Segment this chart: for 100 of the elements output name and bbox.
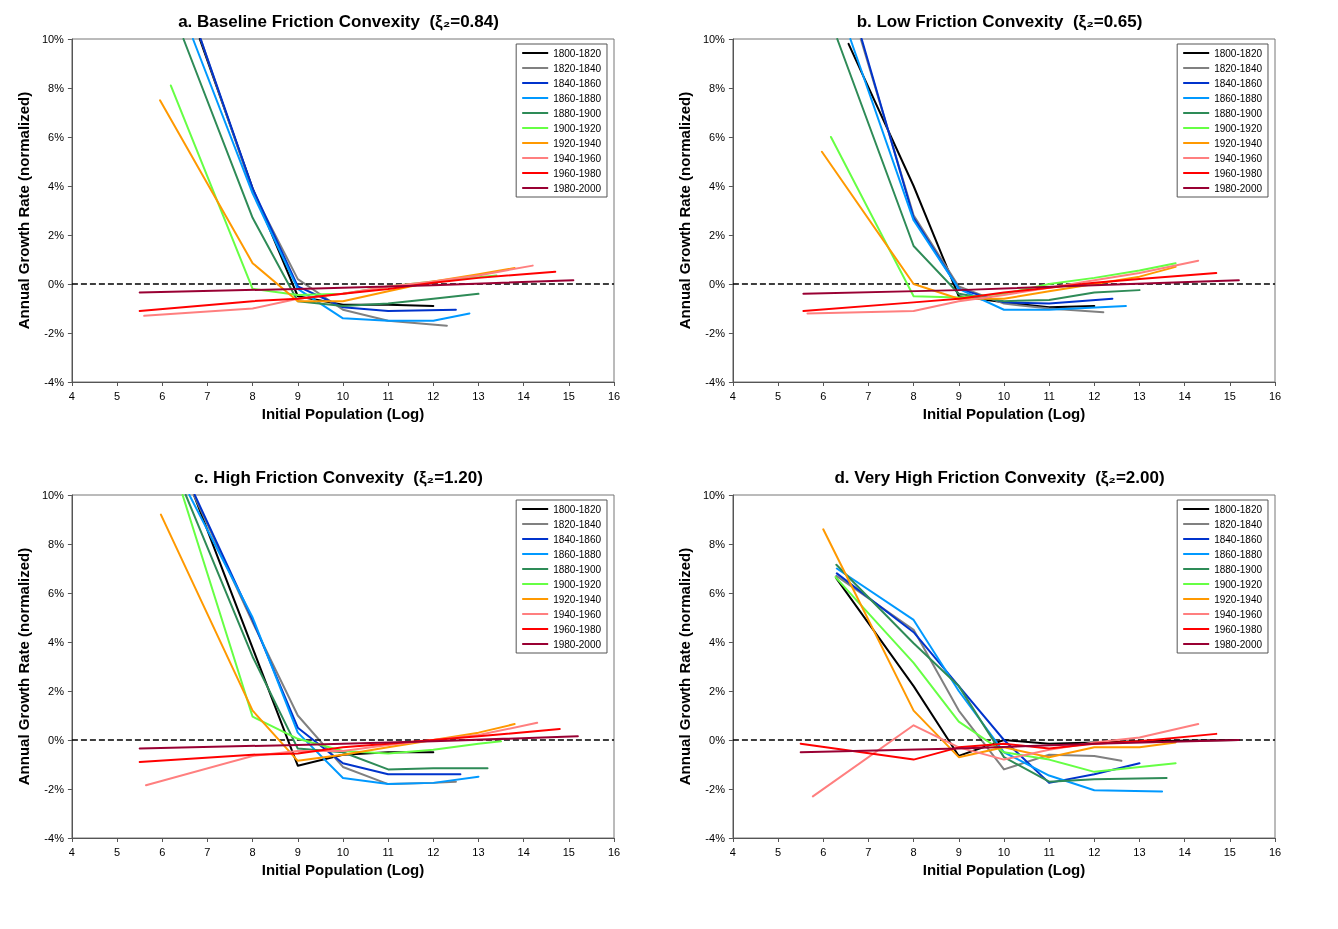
x-tick-label: 15 (562, 389, 575, 402)
x-tick-label: 14 (517, 845, 530, 858)
y-tick-label: -4% (705, 832, 726, 844)
y-tick-label: 0% (709, 278, 726, 290)
legend-label: 1820-1840 (553, 518, 602, 530)
y-axis-title: Annual Growth Rate (normalized) (15, 547, 32, 786)
x-tick-label: 9 (294, 845, 301, 858)
legend-label: 1800-1820 (553, 47, 602, 59)
y-axis-title: Annual Growth Rate (normalized) (15, 91, 32, 330)
y-tick-label: 4% (48, 636, 65, 648)
legend-label: 1980-2000 (1214, 638, 1263, 650)
y-tick-label: -2% (44, 783, 65, 795)
x-tick-label: 12 (427, 389, 440, 402)
y-tick-label: -2% (705, 327, 726, 339)
line-series (806, 259, 1200, 315)
x-axis-title: Initial Population (Log) (261, 404, 425, 422)
legend-label: 1920-1940 (553, 593, 602, 605)
x-tick-label: 13 (472, 389, 485, 402)
legend-label: 1860-1880 (1214, 548, 1263, 560)
x-tick-label: 9 (294, 389, 301, 402)
x-tick-label: 10 (336, 845, 350, 858)
y-tick-label: -2% (705, 783, 726, 795)
line-series (822, 528, 1177, 759)
legend-label: 1980-2000 (553, 638, 602, 650)
y-tick-label: 4% (48, 180, 65, 192)
x-tick-label: 8 (249, 389, 256, 402)
legend-label: 1840-1860 (553, 77, 602, 89)
legend-label: 1860-1880 (553, 548, 602, 560)
x-tick-label: 11 (382, 389, 394, 402)
line-series (802, 279, 1240, 295)
x-tick-label: 8 (249, 845, 256, 858)
y-tick-label: 8% (48, 538, 65, 550)
line-series (159, 99, 516, 303)
x-tick-label: 6 (820, 845, 827, 858)
legend-label: 1840-1860 (1214, 77, 1263, 89)
x-tick-label: 10 (336, 389, 350, 402)
x-axis-title: Initial Population (Log) (922, 404, 1086, 422)
y-tick-label: 6% (48, 587, 65, 599)
y-tick-label: -4% (44, 376, 65, 388)
legend-label: 1800-1820 (1214, 503, 1263, 515)
line-series (159, 513, 516, 762)
x-tick-label: 16 (607, 389, 621, 402)
legend-label: 1960-1980 (1214, 167, 1263, 179)
y-axis-title: Annual Growth Rate (normalized) (676, 547, 693, 786)
x-tick-label: 12 (427, 845, 440, 858)
legend-label: 1820-1840 (1214, 62, 1263, 74)
y-tick-label: 10% (41, 33, 65, 45)
x-tick-label: 9 (955, 845, 962, 858)
legend-label: 1880-1900 (553, 107, 602, 119)
y-tick-label: 2% (48, 229, 65, 241)
x-tick-label: 7 (204, 845, 211, 858)
legend-label: 1960-1980 (553, 167, 602, 179)
y-tick-label: 6% (709, 131, 726, 143)
line-series (811, 723, 1200, 798)
legend-label: 1980-2000 (1214, 182, 1263, 194)
line-series (138, 735, 579, 750)
legend-label: 1980-2000 (553, 182, 602, 194)
x-tick-label: 5 (114, 845, 121, 858)
x-tick-label: 11 (1043, 389, 1055, 402)
x-tick-label: 14 (517, 389, 530, 402)
x-tick-label: 16 (1268, 845, 1282, 858)
legend-label: 1820-1840 (553, 62, 602, 74)
legend-label: 1940-1960 (1214, 608, 1263, 620)
x-tick-label: 14 (1178, 845, 1191, 858)
legend-label: 1920-1940 (1214, 593, 1263, 605)
y-tick-label: 0% (709, 734, 726, 746)
legend-label: 1820-1840 (1214, 518, 1263, 530)
x-tick-label: 16 (607, 845, 621, 858)
y-tick-label: 2% (709, 229, 726, 241)
x-tick-label: 13 (1133, 389, 1146, 402)
x-tick-label: 4 (729, 389, 736, 402)
legend-label: 1880-1900 (553, 563, 602, 575)
chart-title: c. High Friction Convexity (ξ₂=1.20) (194, 468, 483, 487)
legend-label: 1860-1880 (553, 92, 602, 104)
line-series (138, 270, 557, 312)
y-tick-label: -2% (44, 327, 65, 339)
x-tick-label: 11 (1043, 845, 1055, 858)
legend-label: 1860-1880 (1214, 92, 1263, 104)
legend-label: 1900-1920 (553, 122, 602, 134)
y-tick-label: 10% (702, 33, 726, 45)
x-tick-label: 8 (910, 389, 917, 402)
x-tick-label: 5 (114, 389, 121, 402)
x-tick-label: 7 (865, 389, 872, 402)
x-tick-label: 12 (1088, 845, 1101, 858)
x-tick-label: 6 (159, 845, 166, 858)
x-tick-label: 5 (775, 845, 782, 858)
legend-label: 1900-1920 (553, 578, 602, 590)
y-tick-label: 4% (709, 636, 726, 648)
x-tick-label: 12 (1088, 389, 1101, 402)
y-tick-label: 8% (709, 82, 726, 94)
x-tick-label: 7 (204, 389, 211, 402)
legend-label: 1940-1960 (553, 152, 602, 164)
line-series (145, 721, 539, 787)
y-tick-label: 8% (709, 538, 726, 550)
legend-label: 1900-1920 (1214, 578, 1263, 590)
x-tick-label: 14 (1178, 389, 1191, 402)
legend-label: 1800-1820 (1214, 47, 1263, 59)
y-tick-label: 2% (709, 685, 726, 697)
x-tick-label: 15 (1223, 845, 1236, 858)
x-tick-label: 10 (997, 389, 1011, 402)
